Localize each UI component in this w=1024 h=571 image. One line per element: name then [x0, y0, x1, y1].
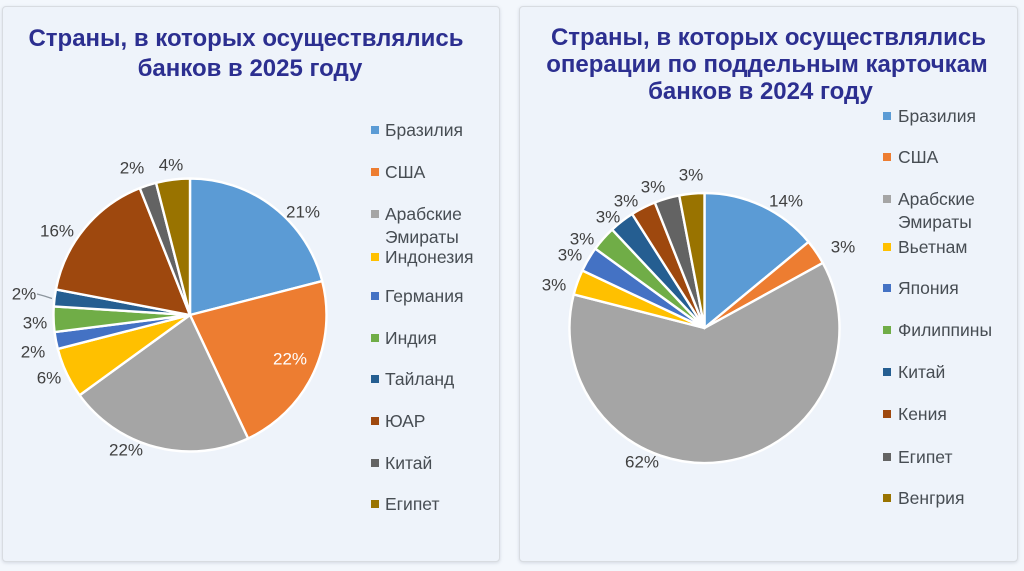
- svg-text:22%: 22%: [109, 441, 143, 460]
- svg-text:14%: 14%: [769, 192, 803, 211]
- svg-text:3%: 3%: [570, 230, 595, 249]
- svg-text:4%: 4%: [159, 156, 184, 175]
- svg-text:2%: 2%: [21, 343, 46, 362]
- svg-text:3%: 3%: [679, 166, 704, 185]
- svg-text:3%: 3%: [596, 208, 621, 227]
- svg-text:21%: 21%: [286, 203, 320, 222]
- svg-text:3%: 3%: [558, 246, 583, 265]
- svg-text:3%: 3%: [831, 238, 856, 257]
- svg-text:3%: 3%: [641, 178, 666, 197]
- svg-text:3%: 3%: [614, 192, 639, 211]
- svg-text:3%: 3%: [542, 276, 567, 295]
- svg-text:6%: 6%: [37, 369, 62, 388]
- svg-text:2%: 2%: [120, 159, 145, 178]
- svg-text:2%: 2%: [12, 285, 37, 304]
- svg-text:62%: 62%: [625, 453, 659, 472]
- svg-text:16%: 16%: [40, 222, 74, 241]
- svg-text:22%: 22%: [273, 350, 307, 369]
- svg-text:3%: 3%: [23, 314, 48, 333]
